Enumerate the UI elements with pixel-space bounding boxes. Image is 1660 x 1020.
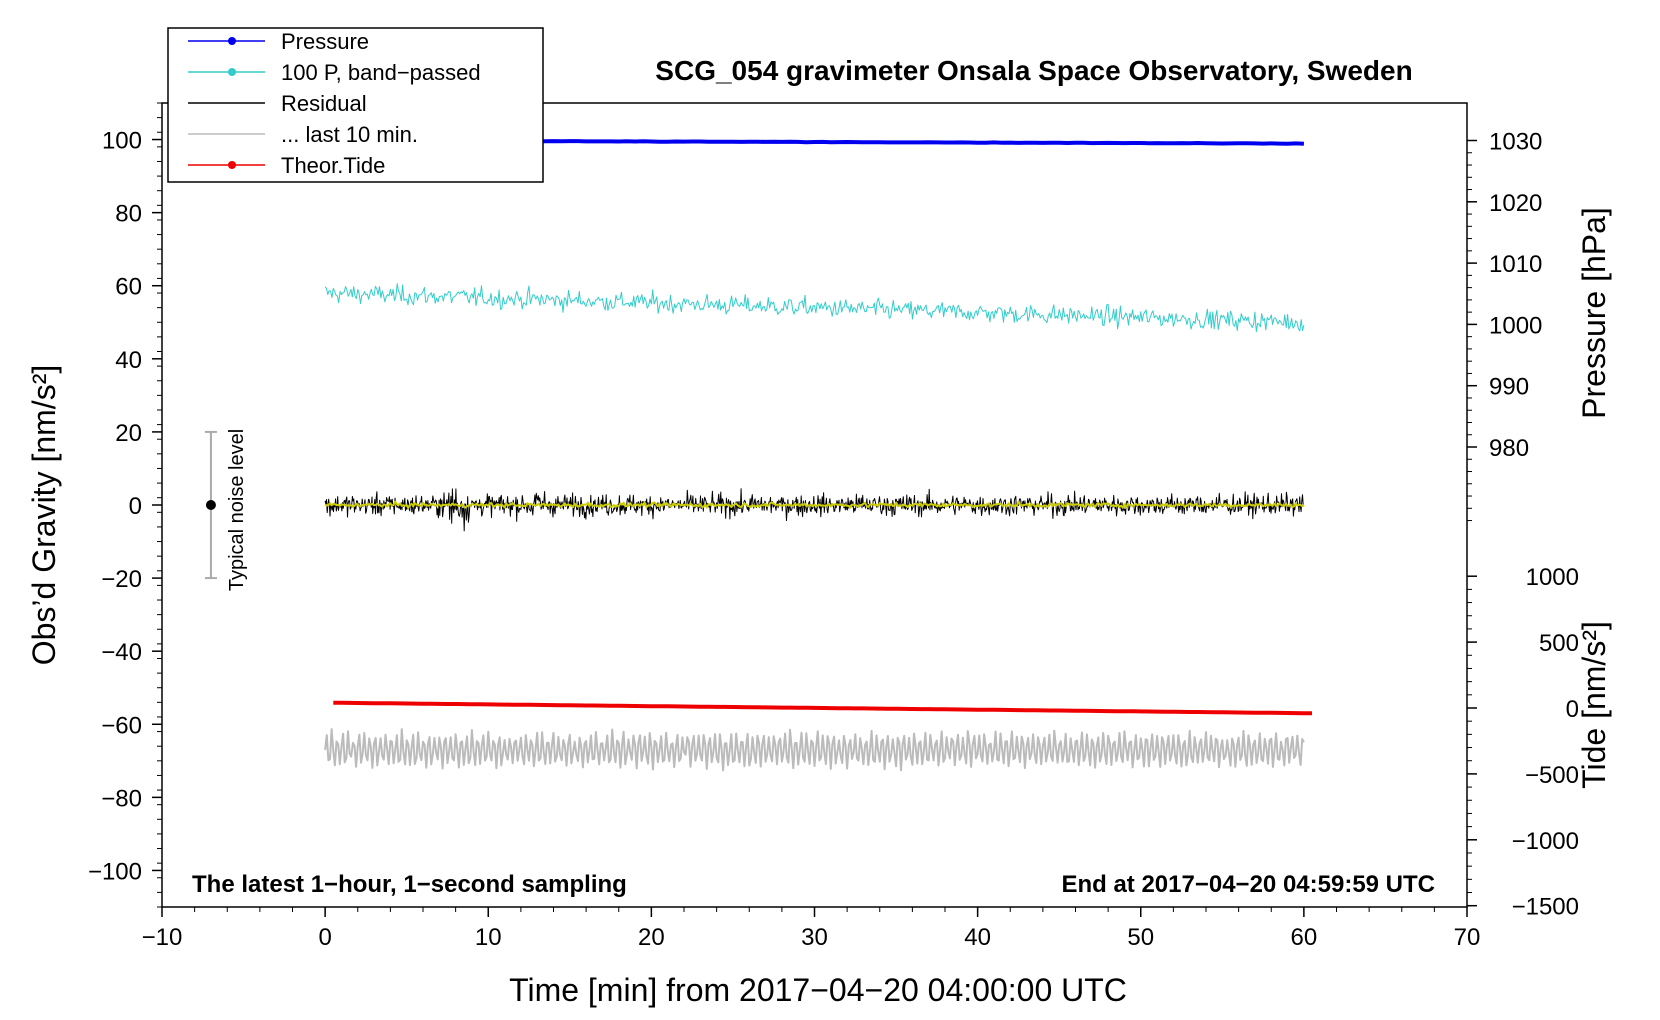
series-residual-line: [324, 488, 1305, 532]
x-tick-label: 10: [475, 924, 502, 951]
tide-tick-label: 0: [1566, 696, 1579, 723]
x-tick-label: 30: [801, 924, 828, 951]
legend-label: Theor.Tide: [281, 153, 385, 178]
x-tick-label: 50: [1127, 924, 1154, 951]
pressure-tick-label: 1000: [1489, 312, 1542, 339]
y-tick-label: 40: [115, 347, 142, 374]
y-tick-label: 0: [129, 493, 142, 520]
legend-marker: [228, 161, 236, 169]
noise-center-dot: [205, 500, 216, 510]
legend-marker: [228, 37, 236, 45]
legend-marker: [228, 68, 236, 76]
pressure-tick-label: 1020: [1489, 190, 1542, 217]
footer-left-text: The latest 1−hour, 1−second sampling: [192, 871, 627, 898]
y-axis-title-tide: Tide [nm/s²]: [1576, 621, 1612, 789]
y-axis-title-left: Obs’d Gravity [nm/s²]: [26, 365, 62, 666]
y-tick-label: −80: [101, 785, 142, 812]
plot-area: [324, 138, 1313, 772]
footer-right-text: End at 2017−04−20 04:59:59 UTC: [1061, 871, 1435, 898]
legend: Pressure 100 P, band−passed Residual ... la…: [167, 27, 544, 183]
axes: −10 0 10 20 30 40 50 60 70100806040200−20−40−60−…: [88, 102, 1579, 951]
y-tick-label: −100: [88, 858, 142, 885]
tide-tick-label: 1000: [1526, 564, 1579, 591]
y-axis-title-pressure: Pressure [hPa]: [1576, 207, 1612, 419]
tide-tick-label: −1500: [1512, 894, 1579, 921]
series-tide-line: [333, 700, 1313, 716]
legend-label: Residual: [281, 91, 367, 116]
legend-label: ... last 10 min.: [281, 122, 418, 147]
y-tick-label: −40: [101, 639, 142, 666]
pressure-tick-label: 1030: [1489, 129, 1542, 156]
y-tick-label: 80: [115, 201, 142, 228]
x-tick-label: 60: [1291, 924, 1318, 951]
tide-tick-label: 500: [1539, 630, 1579, 657]
series-bandpassed-line: [324, 283, 1305, 333]
tide-tick-label: −1000: [1512, 828, 1579, 855]
x-tick-label: 0: [318, 924, 331, 951]
legend-box: [167, 27, 544, 183]
y-tick-label: −20: [101, 566, 142, 593]
series-residual-smoothed-line: [324, 500, 1305, 509]
legend-label: 100 P, band−passed: [281, 60, 481, 85]
y-tick-label: 20: [115, 420, 142, 447]
x-axis-title: Time [min] from 2017−04−20 04:00:00 UTC: [509, 972, 1127, 1008]
x-tick-label: 40: [964, 924, 991, 951]
pressure-tick-label: 990: [1489, 374, 1529, 401]
x-tick-label: 70: [1454, 924, 1481, 951]
pressure-tick-label: 1010: [1489, 251, 1542, 278]
x-tick-label: 20: [638, 924, 665, 951]
noise-label: Typical noise level: [226, 429, 248, 591]
legend-label: Pressure: [281, 29, 369, 54]
y-tick-label: −60: [101, 712, 142, 739]
pressure-tick-label: 980: [1489, 435, 1529, 462]
y-tick-label: 60: [115, 274, 142, 301]
noise-indicator: Typical noise level: [204, 429, 248, 591]
series-last10min-line: [324, 728, 1305, 772]
x-tick-label: −10: [142, 924, 183, 951]
chart-title: SCG_054 gravimeter Onsala Space Observat…: [655, 55, 1412, 86]
tide-tick-label: −500: [1525, 762, 1579, 789]
y-tick-label: 100: [102, 128, 142, 155]
